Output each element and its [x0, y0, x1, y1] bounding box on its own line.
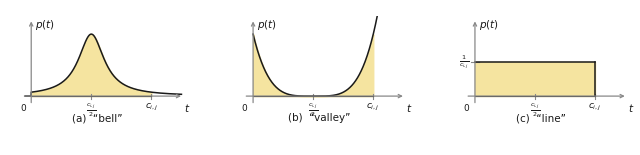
Text: $t$: $t$ — [628, 102, 634, 114]
Text: $c_{i,j}$: $c_{i,j}$ — [588, 102, 602, 113]
Text: $c_{i,j}$: $c_{i,j}$ — [367, 102, 380, 113]
Text: $t$: $t$ — [406, 102, 413, 114]
Text: $p(t)$: $p(t)$ — [257, 18, 276, 32]
Text: $\frac{1}{c_{i,j}}$: $\frac{1}{c_{i,j}}$ — [459, 53, 469, 71]
Text: 0: 0 — [463, 104, 469, 113]
Text: $\frac{c_{i,j}}{2}$: $\frac{c_{i,j}}{2}$ — [308, 102, 318, 119]
Text: $c_{i,j}$: $c_{i,j}$ — [145, 102, 158, 113]
Text: (b)  “valley”: (b) “valley” — [288, 113, 350, 124]
Text: $\frac{c_{i,j}}{2}$: $\frac{c_{i,j}}{2}$ — [530, 102, 540, 119]
Text: $p(t)$: $p(t)$ — [35, 18, 54, 32]
Text: (a)  “bell”: (a) “bell” — [72, 113, 123, 124]
Text: 0: 0 — [242, 104, 248, 113]
Text: $p(t)$: $p(t)$ — [479, 18, 499, 32]
Text: 0: 0 — [20, 104, 26, 113]
Text: $\frac{c_{i,j}}{2}$: $\frac{c_{i,j}}{2}$ — [86, 102, 97, 119]
Text: (c)  “line”: (c) “line” — [516, 113, 566, 124]
Text: $t$: $t$ — [184, 102, 191, 114]
